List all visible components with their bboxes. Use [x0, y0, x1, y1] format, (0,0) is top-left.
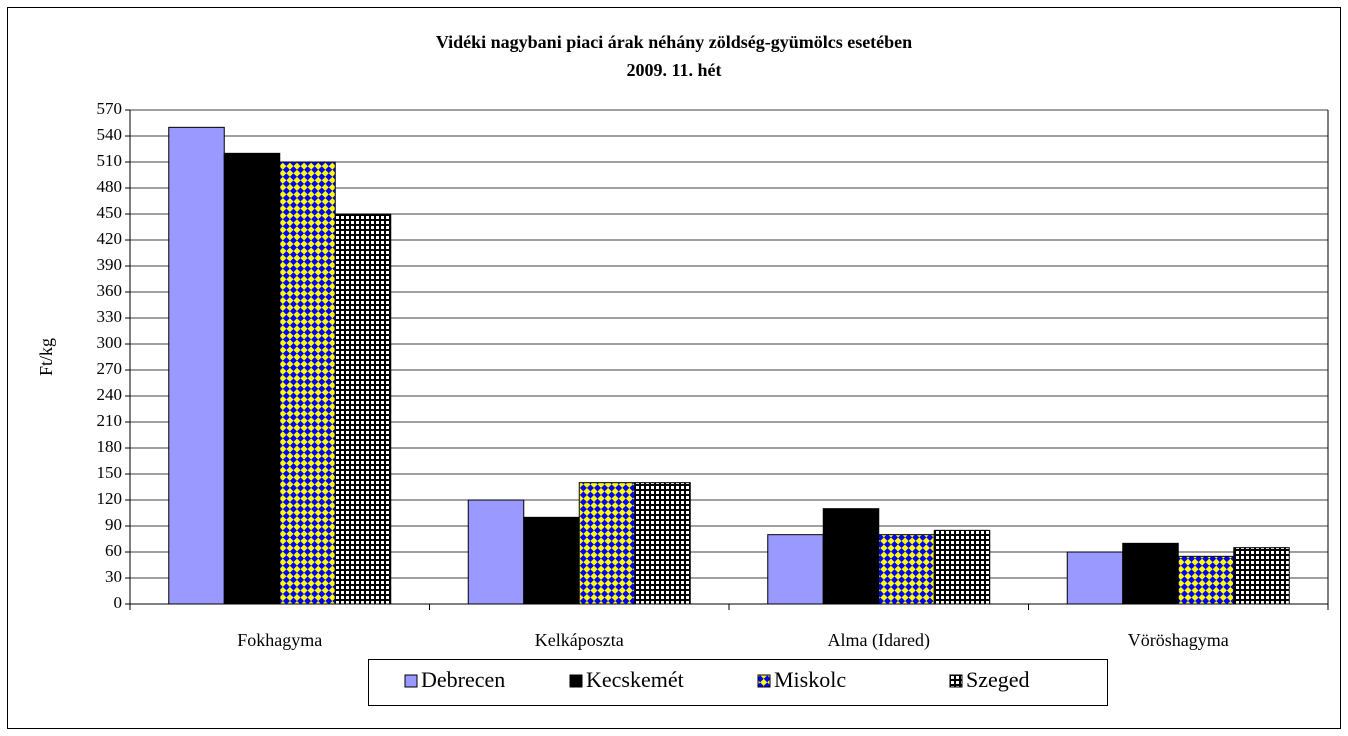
y-tick-label: 570 — [97, 99, 123, 118]
y-tick-label: 90 — [105, 515, 122, 534]
y-axis-label: Ft/kg — [36, 338, 56, 376]
y-tick-label: 510 — [97, 151, 123, 170]
y-tick-label: 480 — [97, 177, 123, 196]
y-tick-label: 240 — [97, 385, 123, 404]
y-tick-label: 390 — [97, 255, 123, 274]
y-tick-label: 180 — [97, 437, 123, 456]
x-tick-label: Alma (Idared) — [828, 630, 930, 651]
y-tick-label: 60 — [105, 541, 122, 560]
bar — [1177, 555, 1235, 605]
legend-label: Kecskemét — [586, 667, 684, 692]
y-tick-label: 420 — [97, 229, 123, 248]
bar — [822, 508, 880, 605]
legend-label: Debrecen — [421, 667, 505, 692]
bar — [467, 499, 525, 605]
legend-swatch — [569, 674, 583, 688]
bar — [1122, 542, 1179, 605]
legend-swatch — [757, 674, 771, 688]
legend-swatch — [949, 674, 963, 688]
y-tick-label: 270 — [97, 359, 123, 378]
y-tick-label: 0 — [114, 593, 123, 612]
legend-box — [368, 659, 1108, 706]
y-tick-label: 450 — [97, 203, 123, 222]
y-tick-label: 540 — [97, 125, 123, 144]
y-tick-label: 120 — [97, 489, 123, 508]
legend-label: Szeged — [966, 667, 1030, 692]
y-tick-label: 30 — [105, 567, 122, 586]
legend-label: Miskolc — [774, 667, 846, 692]
bar — [168, 126, 225, 605]
bar — [878, 534, 935, 605]
y-tick-label: 300 — [97, 333, 123, 352]
bar — [933, 529, 991, 605]
bar — [1066, 551, 1124, 605]
bar — [223, 152, 281, 605]
bar — [334, 213, 392, 605]
legend-swatch — [404, 674, 418, 688]
x-tick-label: Fokhagyma — [237, 630, 322, 650]
bar — [279, 161, 336, 605]
x-tick-label: Vöröshagyma — [1128, 630, 1229, 650]
bar — [578, 482, 636, 605]
bar — [523, 516, 580, 605]
y-tick-label: 150 — [97, 463, 123, 482]
bar — [1233, 547, 1290, 605]
bar — [767, 534, 824, 605]
y-tick-label: 210 — [97, 411, 123, 430]
chart-title: Vidéki nagybani piaci árak néhány zöldsé… — [436, 32, 912, 52]
y-tick-label: 330 — [97, 307, 123, 326]
y-tick-label: 360 — [97, 281, 123, 300]
x-tick-label: Kelkáposzta — [535, 630, 624, 650]
bar — [634, 482, 691, 605]
chart-subtitle: 2009. 11. hét — [626, 60, 721, 80]
